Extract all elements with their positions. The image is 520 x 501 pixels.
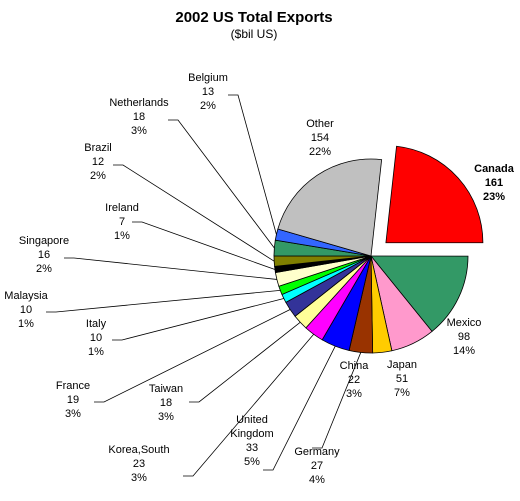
slice-label-korea-south-name: Korea,South (108, 444, 169, 456)
leader-line-korea-south (183, 334, 314, 477)
slice-label-singapore-value: 16 (38, 249, 50, 261)
leader-line-taiwan (189, 321, 301, 403)
slice-label-netherlands-pct: 3% (131, 125, 147, 137)
slice-label-belgium-name: Belgium (188, 72, 228, 84)
slice-label-netherlands-value: 18 (133, 111, 145, 123)
slice-label-taiwan-value: 18 (160, 397, 172, 409)
slice-label-united-kingdom-name: United (236, 414, 268, 426)
slice-label-malaysia-pct: 1% (18, 318, 34, 330)
leader-lines (46, 94, 362, 477)
slice-label-canada-pct: 23% (483, 191, 505, 203)
slice-label-other-value: 154 (311, 132, 329, 144)
slice-label-brazil-name: Brazil (84, 142, 112, 154)
slice-label-italy-value: 10 (90, 332, 102, 344)
slice-label-brazil-pct: 2% (90, 170, 106, 182)
slice-label-singapore-name: Singapore (19, 235, 69, 247)
leader-line-italy (112, 298, 284, 341)
slice-label-japan-name: Japan (387, 359, 417, 371)
chart-subtitle: ($bil US) (231, 27, 278, 41)
leader-line-france (94, 309, 291, 403)
slice-label-netherlands-name: Netherlands (109, 97, 169, 109)
leader-line-united-kingdom (263, 345, 336, 471)
slice-label-canada-name: Canada (474, 163, 515, 175)
slice-label-malaysia-name: Malaysia (4, 290, 48, 302)
leader-line-brazil (113, 164, 275, 262)
slice-label-belgium-pct: 2% (200, 100, 216, 112)
slice-label-france-value: 19 (67, 394, 79, 406)
slice-labels: Canada16123%Mexico9814%Japan517%China223… (4, 72, 514, 486)
slice-label-mexico-pct: 14% (453, 345, 475, 357)
leader-line-malaysia (46, 289, 281, 313)
leader-line-ireland (132, 221, 276, 270)
slice-label-taiwan-pct: 3% (158, 411, 174, 423)
slice-label-japan-pct: 7% (394, 387, 410, 399)
slice-label-malaysia-value: 10 (20, 304, 32, 316)
pie-slice-mexico (370, 255, 469, 332)
slice-label-germany-pct: 4% (309, 474, 325, 486)
slice-label-ireland-name: Ireland (105, 202, 139, 214)
leader-line-belgium (228, 94, 277, 235)
slice-label-japan-value: 51 (396, 373, 408, 385)
slice-label-china-value: 22 (348, 374, 360, 386)
slice-label-united-kingdom-pct: 5% (244, 456, 260, 468)
leader-line-germany (312, 352, 362, 449)
slice-label-italy-name: Italy (86, 318, 107, 330)
slice-label-france-pct: 3% (65, 408, 81, 420)
slice-label-korea-south-pct: 3% (131, 472, 147, 484)
slice-label-united-kingdom-name: Kingdom (230, 428, 273, 440)
chart-title: 2002 US Total Exports (175, 9, 332, 26)
slice-label-mexico-value: 98 (458, 331, 470, 343)
slice-label-singapore-pct: 2% (36, 263, 52, 275)
leader-line-singapore (64, 257, 277, 280)
slice-label-other-pct: 22% (309, 146, 331, 158)
slice-label-canada-value: 161 (485, 177, 503, 189)
slice-label-united-kingdom-value: 33 (246, 442, 258, 454)
pie-slice-canada (385, 145, 484, 244)
leader-line-netherlands (168, 119, 275, 249)
pie-slice-other (277, 158, 383, 257)
slice-label-italy-pct: 1% (88, 346, 104, 358)
slice-label-germany-value: 27 (311, 460, 323, 472)
slice-label-france-name: France (56, 380, 90, 392)
slice-label-brazil-value: 12 (92, 156, 104, 168)
slice-label-germany-name: Germany (294, 446, 340, 458)
slice-label-belgium-value: 13 (202, 86, 214, 98)
slice-label-china-pct: 3% (346, 388, 362, 400)
slice-label-china-name: China (340, 360, 370, 372)
slice-label-other-name: Other (306, 118, 334, 130)
slice-label-ireland-pct: 1% (114, 230, 130, 242)
slice-label-mexico-name: Mexico (447, 317, 482, 329)
slice-label-ireland-value: 7 (119, 216, 125, 228)
slice-label-korea-south-value: 23 (133, 458, 145, 470)
slice-label-taiwan-name: Taiwan (149, 383, 183, 395)
